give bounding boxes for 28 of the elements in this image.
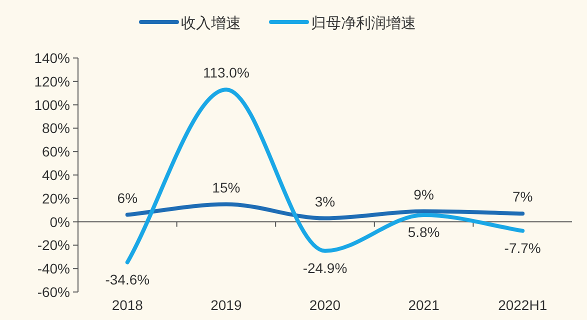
y-tick-label: 80% [42, 120, 70, 136]
x-tick-label: 2021 [408, 297, 440, 313]
y-tick-label: 60% [42, 144, 70, 160]
y-tick-label: 100% [34, 96, 70, 113]
text: -7.7% [504, 240, 541, 256]
y-tick-label: 0% [50, 214, 70, 230]
text: -24.9% [302, 260, 348, 276]
text: 7% [512, 188, 533, 205]
x-tick-label: 2020 [309, 297, 341, 313]
text: -34.6% [105, 271, 150, 288]
legend-label: 归母净利润增速 [311, 15, 416, 32]
y-tick-label: 40% [42, 167, 70, 183]
text: 3% [314, 193, 336, 210]
text: 15% [212, 179, 240, 196]
y-tick-label: 20% [42, 190, 70, 206]
y-tick-label: -40% [37, 260, 70, 277]
legend-label: 收入增速 [181, 15, 241, 32]
text: 6% [117, 190, 138, 206]
y-tick-label: 140% [34, 50, 70, 66]
y-tick-label: -60% [37, 284, 70, 300]
text: 113.0% [202, 64, 250, 81]
text: 5.8% [408, 224, 440, 240]
y-tick-label: -20% [37, 237, 70, 254]
x-tick-label: 2018 [112, 297, 144, 313]
x-tick-label: 2022H1 [498, 297, 548, 313]
x-tick-label: 2019 [210, 297, 242, 313]
text: 9% [414, 186, 434, 202]
y-tick-label: 120% [34, 73, 70, 90]
